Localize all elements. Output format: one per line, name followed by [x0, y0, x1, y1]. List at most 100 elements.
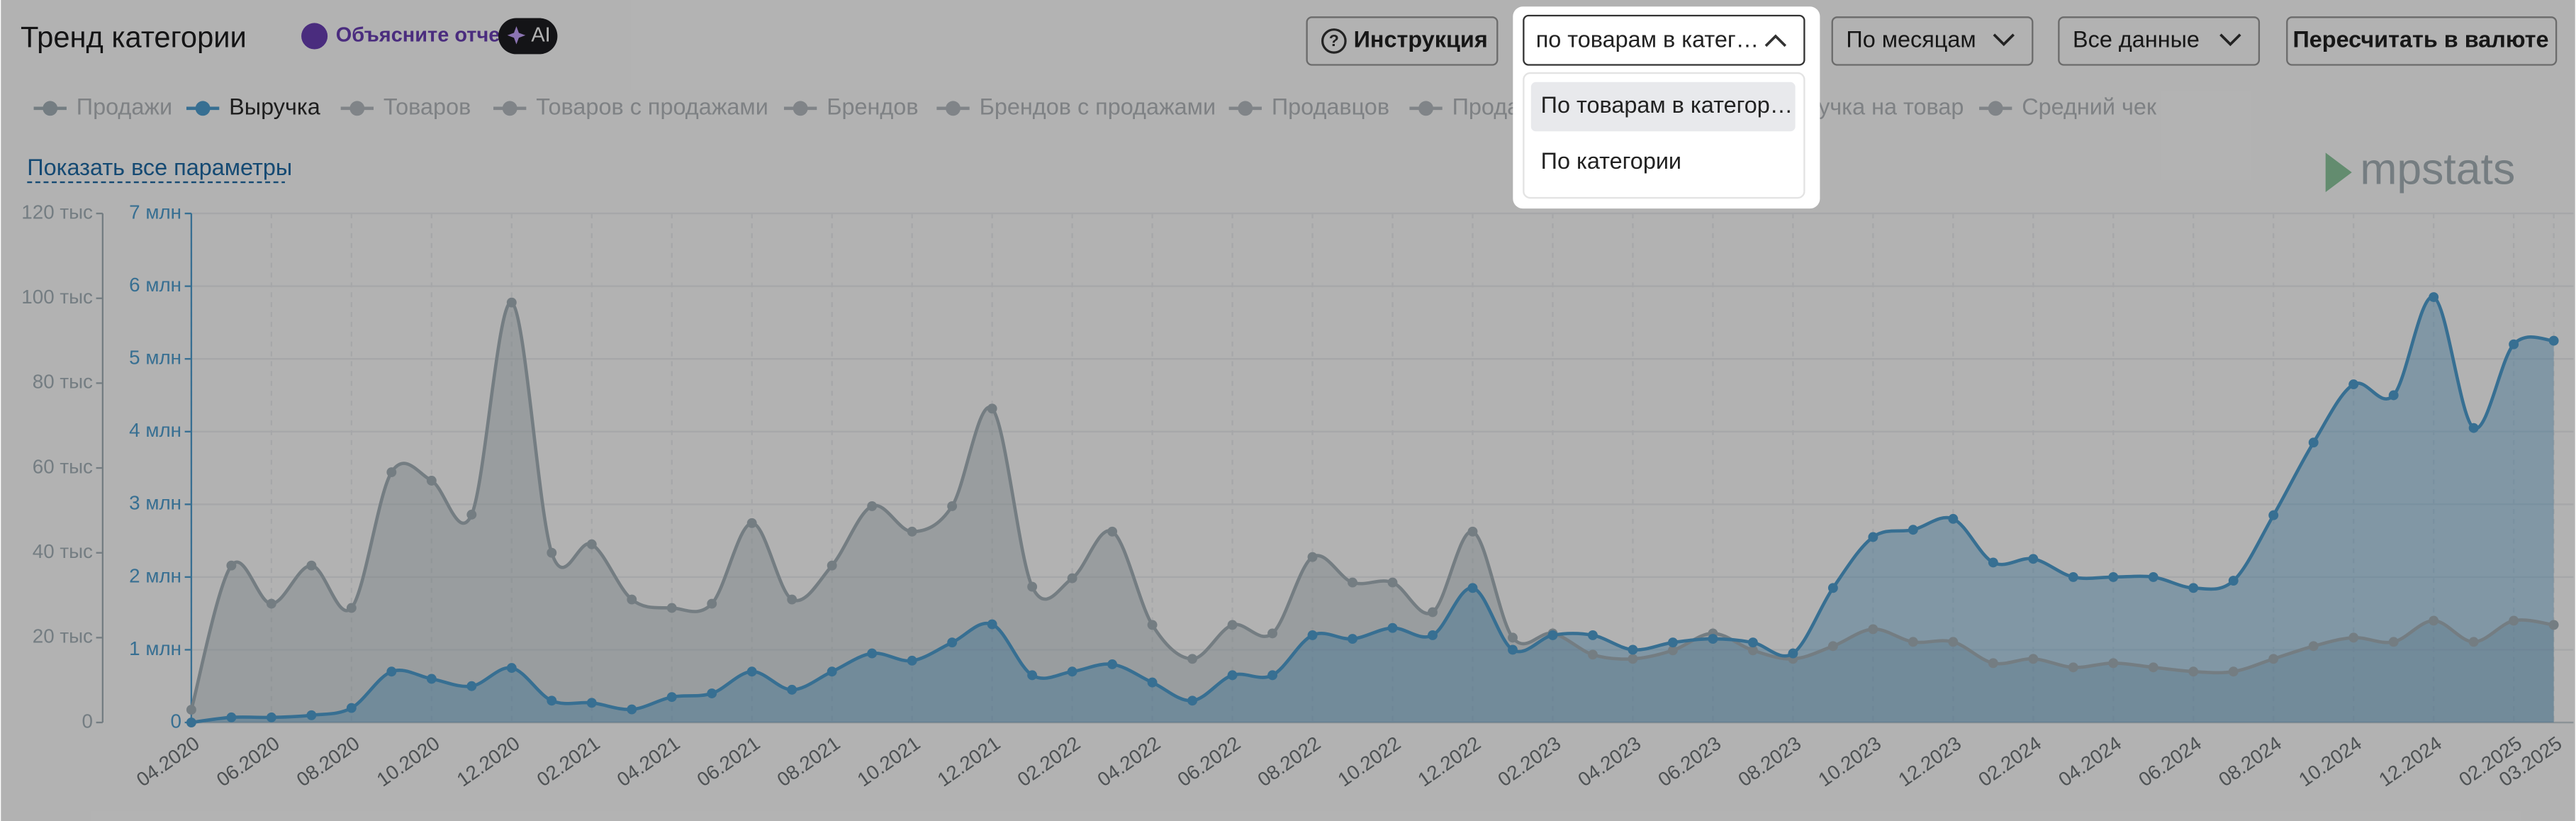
series-area	[191, 296, 2554, 723]
data-point	[1508, 632, 1518, 643]
data-point	[1588, 649, 1598, 660]
ai-icon	[301, 23, 328, 50]
data-point	[1988, 557, 1998, 568]
help-icon-glyph: ?	[1329, 31, 1339, 50]
data-point	[987, 403, 997, 414]
legend-dot	[1238, 101, 1253, 116]
legend-dot	[502, 101, 517, 116]
legend-item[interactable]: Выручка	[186, 94, 321, 119]
data-point	[1508, 644, 1518, 655]
data-point	[1908, 637, 1918, 647]
data-point	[1187, 696, 1198, 706]
option-highlight	[1530, 82, 1796, 132]
data-point	[506, 663, 517, 674]
legend-item[interactable]: Продавцов	[1228, 94, 1389, 119]
range-select[interactable]: Все данные	[2058, 16, 2261, 66]
data-point	[2509, 615, 2519, 626]
data-point	[1827, 641, 1838, 652]
data-point	[1747, 645, 1758, 656]
ai-explain-button[interactable]: Объясните отчет AI	[301, 18, 558, 55]
logo-mark	[2325, 152, 2352, 192]
grouping-select[interactable]: по товарам в катег…	[1523, 14, 1805, 66]
data-point	[1067, 666, 1077, 677]
data-point	[1868, 532, 1878, 542]
legend-item[interactable]: Товаров с продажами	[493, 94, 768, 119]
legend-item[interactable]: Товаров	[340, 94, 471, 119]
dropdown-option[interactable]: По товарам в категор…	[1541, 92, 1793, 118]
data-point	[1387, 577, 1398, 588]
y2-tick-label: 4 млн	[129, 419, 181, 441]
legend-item[interactable]: Средний чек	[1979, 94, 2157, 119]
data-point	[1107, 526, 1118, 537]
instruction-button[interactable]: ? Инструкция	[1306, 16, 1499, 66]
data-point	[1027, 670, 1038, 681]
y-tick-label: 100 тыс	[21, 286, 93, 308]
ai-badge	[498, 18, 558, 55]
data-point	[2188, 583, 2199, 593]
data-point	[2068, 571, 2078, 582]
data-point	[1908, 525, 1918, 535]
data-point	[386, 666, 397, 677]
y-tick-label: 20 тыс	[33, 625, 93, 647]
select-frame	[1831, 16, 2034, 66]
show-all-link[interactable]: Показать все параметры	[27, 155, 292, 180]
data-point	[1227, 620, 1238, 630]
data-point	[1187, 654, 1198, 664]
data-point	[2548, 620, 2559, 630]
data-point	[2268, 654, 2279, 664]
data-point	[947, 637, 958, 648]
data-point	[1628, 644, 1638, 655]
chevron-down	[1993, 33, 2015, 47]
data-point	[306, 560, 317, 571]
data-point	[1708, 634, 1718, 644]
data-point	[2509, 339, 2519, 350]
data-point	[627, 594, 637, 605]
data-point	[1988, 658, 1998, 669]
ai-badge-label: AI	[531, 24, 550, 47]
data-point	[1027, 581, 1038, 592]
currency-label: Пересчитать в валюте	[2292, 26, 2548, 52]
data-point	[2429, 615, 2439, 626]
data-point	[1868, 624, 1878, 635]
button-frame	[2286, 16, 2558, 66]
legend-item[interactable]: Продажи	[33, 94, 173, 119]
series-area	[191, 302, 2554, 723]
range-label: Все данные	[2073, 26, 2200, 52]
data-point	[306, 710, 317, 720]
data-point	[586, 539, 597, 549]
dropdown-option[interactable]: По категории	[1541, 148, 1681, 174]
y-tick-label: 0	[82, 710, 92, 732]
data-point	[226, 560, 237, 571]
data-point	[787, 594, 797, 605]
data-point	[386, 467, 397, 477]
data-point	[867, 501, 878, 511]
data-point	[426, 674, 437, 684]
data-point	[2468, 637, 2479, 647]
data-point	[426, 476, 437, 486]
data-point	[1267, 670, 1278, 681]
data-point	[2388, 637, 2399, 647]
data-point	[746, 666, 757, 677]
legend-item[interactable]: Брендов с продажами	[936, 94, 1216, 119]
data-point	[1227, 670, 1238, 681]
y-tick-label: 40 тыс	[33, 540, 93, 562]
legend-label: Товаров	[383, 94, 471, 119]
button-frame	[1306, 16, 1499, 66]
legend-item[interactable]: Брендов	[783, 94, 919, 119]
data-point	[1588, 630, 1598, 640]
data-point	[2348, 379, 2359, 390]
sparkle-icon	[507, 26, 526, 45]
data-point	[1948, 637, 1959, 647]
data-point	[827, 666, 837, 677]
data-point	[1348, 634, 1357, 644]
data-point	[907, 526, 917, 537]
data-point	[1147, 677, 1158, 688]
currency-button[interactable]: Пересчитать в валюте	[2286, 16, 2558, 66]
data-point	[707, 598, 717, 609]
data-point	[2068, 662, 2078, 673]
period-select[interactable]: По месяцам	[1831, 16, 2034, 66]
legend-label: Брендов	[827, 94, 918, 119]
